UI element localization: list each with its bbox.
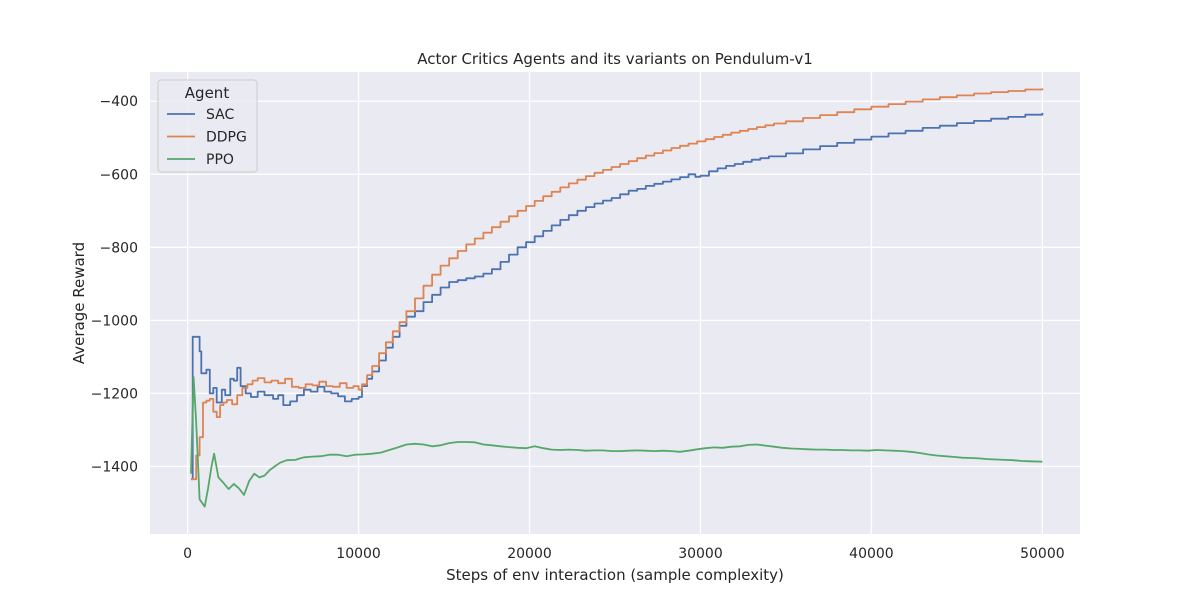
legend-box — [157, 79, 258, 173]
series-line-ppo — [190, 376, 1043, 508]
y-tick-label: −800 — [100, 240, 138, 256]
legend: Agent SAC DDPG PPO — [157, 79, 258, 173]
x-tick-label: 30000 — [678, 546, 723, 562]
plot-area — [150, 72, 1080, 534]
y-tick-label: −1400 — [91, 459, 138, 475]
legend-label-sac: SAC — [206, 107, 234, 123]
x-tick-label: 40000 — [849, 546, 894, 562]
y-tick-label: −1000 — [91, 313, 138, 329]
chart-title: Actor Critics Agents and its variants on… — [417, 50, 813, 68]
series-line-sac — [191, 112, 1044, 481]
y-axis-label: Average Reward — [70, 242, 88, 364]
y-tick-label: −400 — [100, 94, 138, 110]
legend-title: Agent — [185, 84, 230, 102]
legend-label-ddpg: DDPG — [206, 130, 247, 146]
y-tick-label: −600 — [100, 167, 138, 183]
x-axis-label: Steps of env interaction (sample complex… — [446, 566, 784, 584]
legend-items: SAC DDPG PPO — [167, 107, 247, 168]
x-tick-label: 20000 — [507, 546, 552, 562]
x-tick-label: 0 — [183, 546, 192, 562]
legend-label-ppo: PPO — [206, 152, 234, 168]
x-tick-label: 50000 — [1020, 546, 1065, 562]
series-line-ddpg — [191, 88, 1044, 481]
grid-lines — [150, 72, 1080, 534]
series-layer — [190, 88, 1044, 508]
x-tick-label: 10000 — [336, 546, 381, 562]
x-axis: 0 10000 20000 30000 40000 50000 — [183, 546, 1065, 562]
y-axis: −1400 −1200 −1000 −800 −600 −400 — [91, 94, 138, 475]
y-tick-label: −1200 — [91, 386, 138, 402]
